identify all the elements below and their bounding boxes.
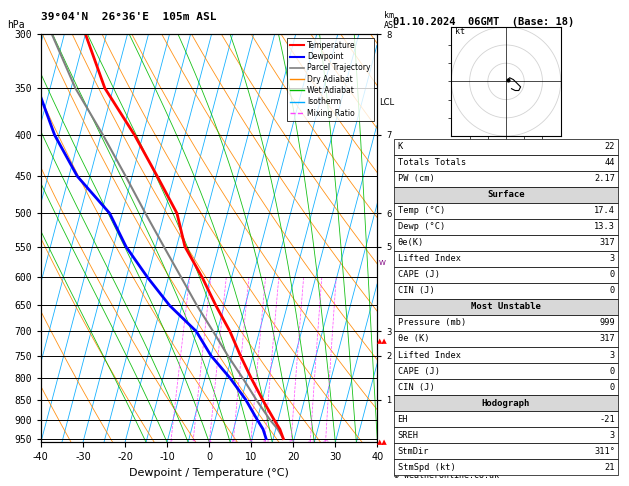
Text: CAPE (J): CAPE (J): [398, 366, 440, 376]
Text: 0: 0: [610, 270, 615, 279]
Text: Pressure (mb): Pressure (mb): [398, 318, 466, 328]
Text: W: W: [379, 260, 386, 266]
Text: EH: EH: [398, 415, 408, 424]
Text: -21: -21: [599, 415, 615, 424]
Text: 39°04'N  26°36'E  105m ASL: 39°04'N 26°36'E 105m ASL: [41, 12, 216, 22]
Text: 22: 22: [604, 142, 615, 151]
Text: Totals Totals: Totals Totals: [398, 158, 466, 167]
Text: km
ASL: km ASL: [384, 11, 399, 30]
Text: 317: 317: [599, 238, 615, 247]
Text: SREH: SREH: [398, 431, 418, 440]
Text: LCL: LCL: [379, 98, 394, 107]
Text: 2: 2: [169, 439, 173, 444]
Text: 15: 15: [287, 439, 295, 444]
Text: 311°: 311°: [594, 447, 615, 456]
Text: 317: 317: [599, 334, 615, 344]
Text: 17.4: 17.4: [594, 206, 615, 215]
Text: CAPE (J): CAPE (J): [398, 270, 440, 279]
Text: Dewp (°C): Dewp (°C): [398, 222, 445, 231]
Text: Surface: Surface: [487, 190, 525, 199]
Text: CIN (J): CIN (J): [398, 286, 434, 295]
Text: kt: kt: [455, 27, 465, 36]
Text: 3: 3: [610, 431, 615, 440]
Text: θe (K): θe (K): [398, 334, 429, 344]
Text: hPa: hPa: [7, 20, 25, 30]
Text: θe(K): θe(K): [398, 238, 424, 247]
Text: 10: 10: [261, 439, 269, 444]
Text: StmDir: StmDir: [398, 447, 429, 456]
Text: 0: 0: [610, 286, 615, 295]
Text: StmSpd (kt): StmSpd (kt): [398, 463, 455, 472]
Text: Mixing Ratio (g/kg): Mixing Ratio (g/kg): [420, 191, 429, 286]
Text: 8: 8: [249, 439, 253, 444]
Text: ▲▲: ▲▲: [377, 338, 388, 344]
Text: K: K: [398, 142, 403, 151]
Text: 4: 4: [208, 439, 211, 444]
Text: 3: 3: [610, 254, 615, 263]
Text: Lifted Index: Lifted Index: [398, 254, 460, 263]
Text: ▲▲: ▲▲: [377, 439, 388, 445]
Text: CIN (J): CIN (J): [398, 382, 434, 392]
Text: 0: 0: [610, 366, 615, 376]
Legend: Temperature, Dewpoint, Parcel Trajectory, Dry Adiabat, Wet Adiabat, Isotherm, Mi: Temperature, Dewpoint, Parcel Trajectory…: [287, 38, 374, 121]
Text: 20: 20: [306, 439, 314, 444]
Text: 3: 3: [191, 439, 195, 444]
X-axis label: Dewpoint / Temperature (°C): Dewpoint / Temperature (°C): [129, 468, 289, 478]
Text: Most Unstable: Most Unstable: [471, 302, 541, 312]
Text: 6: 6: [231, 439, 235, 444]
Text: © weatheronline.co.uk: © weatheronline.co.uk: [394, 471, 499, 480]
Text: 13.3: 13.3: [594, 222, 615, 231]
Text: 3: 3: [610, 350, 615, 360]
Text: 999: 999: [599, 318, 615, 328]
Text: 01.10.2024  06GMT  (Base: 18): 01.10.2024 06GMT (Base: 18): [393, 17, 574, 27]
Text: Temp (°C): Temp (°C): [398, 206, 445, 215]
Text: Lifted Index: Lifted Index: [398, 350, 460, 360]
Text: Hodograph: Hodograph: [482, 399, 530, 408]
Text: 44: 44: [604, 158, 615, 167]
Text: 25: 25: [321, 439, 330, 444]
Text: 0: 0: [610, 382, 615, 392]
Text: PW (cm): PW (cm): [398, 174, 434, 183]
Text: 2.17: 2.17: [594, 174, 615, 183]
Text: 21: 21: [604, 463, 615, 472]
